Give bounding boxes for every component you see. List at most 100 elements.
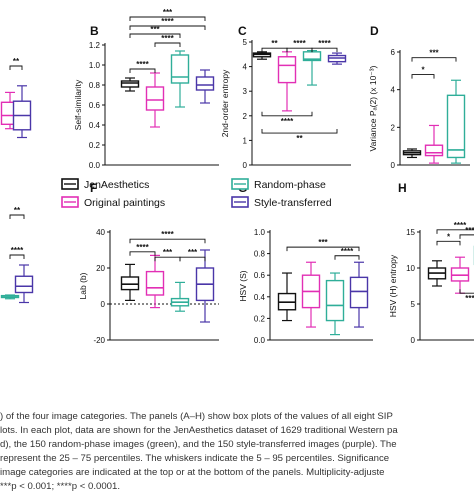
significance-bracket (129, 238, 206, 244)
y-tick-label: 0.8 (89, 81, 101, 90)
y-tick-label: 0 (391, 161, 396, 170)
significance-label: ** (296, 134, 303, 143)
significance-label: *** (150, 25, 160, 34)
iqr-box (195, 76, 215, 91)
figure-panels: **B0.00.20.40.60.81.01.2Self-similarity*… (0, 8, 474, 345)
iqr-box (145, 86, 165, 111)
panel-a-partial: ** (0, 57, 32, 139)
y-tick-label: 5 (243, 38, 248, 47)
significance-bracket (436, 240, 461, 246)
significance-bracket (129, 16, 206, 21)
y-tick-label: 0.6 (254, 271, 266, 280)
y-tick-label: 3 (243, 87, 248, 96)
significance-bracket (129, 68, 156, 73)
y-tick-label: -20 (93, 336, 105, 345)
significance-bracket (129, 251, 156, 256)
significance-bracket (459, 289, 474, 294)
significance-bracket (129, 25, 206, 30)
y-tick-label: 2 (391, 123, 396, 132)
significance-bracket (311, 47, 338, 53)
significance-label: **** (11, 246, 24, 255)
y-axis-label: HSV (H) entropy (388, 254, 398, 317)
significance-label: **** (136, 243, 149, 252)
box-rand (446, 79, 466, 164)
legend-label: Original paintings (84, 197, 165, 209)
box-jen (120, 77, 140, 92)
caption-line: ) of the four image categories. The pane… (0, 411, 393, 422)
y-axis-label: HSV (S) (238, 270, 248, 301)
y-tick-label: 4 (391, 86, 396, 95)
box-style (349, 261, 369, 328)
iqr-box (14, 275, 34, 294)
caption-line: image categories are indicated at the to… (0, 467, 385, 478)
y-tick-label: 40 (96, 228, 105, 237)
y-tick-label: 0 (243, 161, 248, 170)
significance-bracket (179, 256, 206, 262)
significance-bracket (261, 129, 338, 134)
significance-bracket (9, 214, 25, 219)
y-tick-label: 0 (101, 300, 106, 309)
significance-bracket (129, 33, 181, 38)
box-style (327, 52, 347, 65)
legend-label: JenAesthetics (84, 179, 149, 191)
box-rand (302, 50, 322, 86)
y-tick-label: 0 (411, 336, 416, 345)
iqr-box (424, 144, 444, 157)
box-orig (301, 261, 321, 328)
significance-label: **** (161, 230, 174, 239)
y-tick-label: 0.2 (254, 314, 266, 323)
box-jen (120, 263, 140, 301)
box-style (195, 69, 215, 104)
box-rand (170, 281, 190, 312)
significance-label: **** (161, 17, 174, 26)
significance-label: *** (188, 248, 198, 257)
box-orig (145, 254, 165, 309)
caption-line: ***p < 0.001; ****p < 0.0001. (0, 481, 121, 492)
significance-label: **** (341, 247, 354, 256)
box-jen (252, 51, 272, 60)
iqr-box (170, 54, 190, 84)
y-tick-label: 6 (391, 48, 396, 57)
box-jen (277, 272, 297, 322)
box-style (12, 85, 32, 139)
panel-letter: H (398, 181, 407, 195)
significance-bracket (436, 229, 474, 234)
y-tick-label: 20 (96, 264, 105, 273)
caption-line: d), the 150 random-phase images (green),… (0, 439, 397, 450)
y-tick-label: 1.0 (89, 61, 101, 70)
box-style (14, 264, 34, 304)
legend: JenAesthetics Original paintings Random-ph… (61, 178, 332, 209)
iqr-box (446, 94, 466, 159)
box-jen (402, 148, 422, 159)
significance-label: **** (318, 39, 331, 48)
significance-label: **** (465, 294, 474, 303)
box-rand (325, 272, 345, 336)
y-tick-label: 0.0 (89, 161, 101, 170)
iqr-box (120, 276, 140, 291)
significance-label: *** (163, 248, 173, 257)
significance-bracket (154, 256, 181, 262)
iqr-box (120, 80, 140, 88)
y-tick-label: 1.0 (254, 228, 266, 237)
significance-bracket (411, 74, 435, 79)
significance-label: * (421, 66, 425, 75)
box-orig (277, 51, 297, 112)
significance-bracket (154, 42, 181, 47)
y-tick-label: 2 (243, 112, 248, 121)
y-tick-label: 0.4 (254, 293, 266, 302)
y-tick-label: 1 (243, 136, 248, 145)
caption-line: lots. In each plot, data are shown for t… (0, 425, 398, 436)
y-axis-label: Lab (b) (78, 272, 88, 299)
significance-label: ** (271, 39, 278, 48)
significance-bracket (9, 254, 25, 259)
significance-label: *** (163, 8, 173, 17)
box-rand (170, 50, 190, 108)
legend-label: Random-phase (254, 179, 326, 191)
y-tick-label: 0.0 (254, 336, 266, 345)
y-tick-label: 15 (406, 228, 415, 237)
box-jen (427, 260, 447, 287)
